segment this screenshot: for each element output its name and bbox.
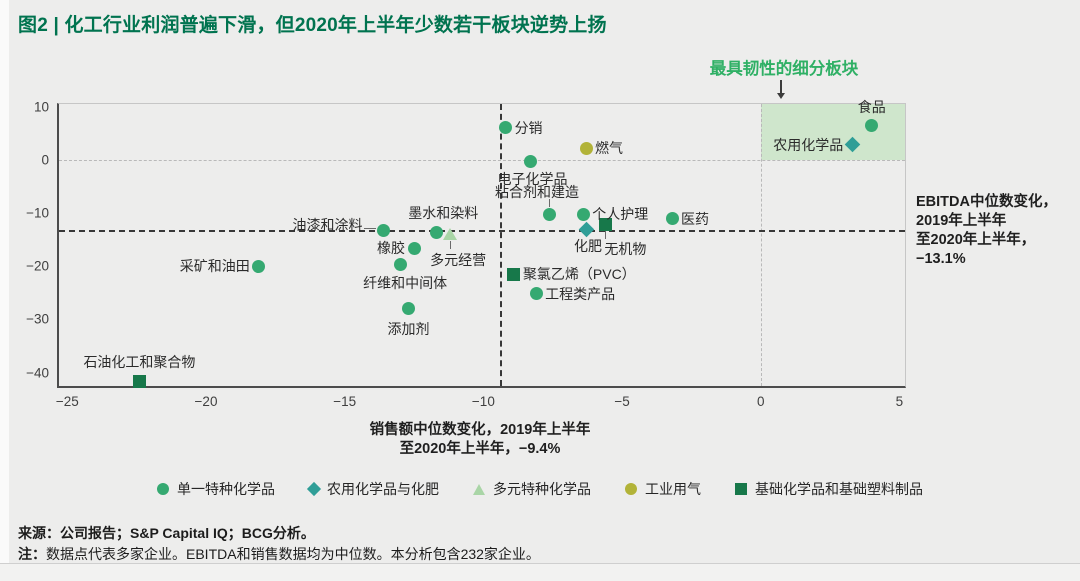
circle-marker-添加剂	[401, 302, 415, 316]
x-tick-label: −20	[194, 394, 218, 409]
data-point-label-电子化学品: 电子化学品	[497, 171, 568, 188]
circle-marker-食品	[865, 118, 879, 132]
y-axis-title-line1: EBITDA中位数变化，	[916, 194, 1057, 210]
diamond-legend-marker-icon	[306, 481, 322, 497]
resilient-segments-annotation: 最具韧性的细分板块	[709, 60, 859, 78]
data-point-label-油漆和涂料: 油漆和涂料	[292, 216, 363, 233]
square-legend-marker-icon	[735, 483, 747, 495]
legend-label: 工业用气	[645, 481, 701, 497]
data-point-label-多元经营: 多元经营	[430, 251, 487, 268]
scatter-plot: −25 −20 −15 −10 −5 0 5 10 0 −10 −20 −30 −40 食品分销电子化学品…	[26, 99, 906, 409]
circle-legend-marker-icon	[157, 483, 169, 495]
circle-marker-橡胶	[407, 241, 421, 255]
data-point-label-分销: 分销	[514, 119, 543, 136]
data-point-label-化肥: 化肥	[574, 238, 603, 255]
note-prefix: 注：	[18, 546, 46, 562]
label-connector	[549, 199, 551, 208]
note-line: 注：数据点代表多家企业。EBITDA和销售数据均为中位数。本分析包含232家企业…	[18, 544, 540, 564]
data-point-label-采矿和油田: 采矿和油田	[179, 258, 250, 275]
y-tick-label: −20	[26, 258, 49, 274]
square-marker-石油化工和聚合物	[132, 374, 146, 388]
x-tick-label: −15	[333, 394, 357, 409]
left-edge-strip	[0, 0, 9, 580]
x-tick-label: 0	[756, 394, 765, 409]
x-tick-label: 5	[895, 394, 904, 409]
legend-item: 工业用气	[625, 479, 701, 499]
data-point-label-医药: 医药	[681, 210, 709, 227]
legend-label: 单一特种化学品	[177, 481, 275, 497]
y-axis-title-line4: −13.1%	[916, 251, 966, 267]
y-tick-label: 10	[33, 99, 49, 115]
circle-legend-marker-icon	[625, 483, 637, 495]
bottom-edge-strip	[0, 563, 1080, 581]
y-axis-title-line2: 2019年上半年	[916, 213, 1007, 229]
note-text: 数据点代表多家企业。EBITDA和销售数据均为中位数。本分析包含232家企业。	[46, 546, 540, 562]
label-connector	[449, 240, 451, 249]
y-tick-label: −30	[26, 311, 49, 327]
x-axis-title: 销售额中位数变化，2019年上半年 至2020年上半年，−9.4%	[370, 421, 591, 459]
square-marker-聚氯乙烯（PVC）	[507, 267, 521, 281]
label-connector	[363, 227, 376, 229]
data-point-label-橡胶: 橡胶	[377, 240, 406, 257]
data-point-label-工程类产品: 工程类产品	[545, 285, 616, 302]
circle-marker-燃气	[579, 141, 593, 155]
zero-y-line	[59, 159, 905, 161]
triangle-marker-多元经营	[443, 227, 458, 240]
x-tick-label: −10	[471, 394, 495, 409]
circle-marker-粘合剂和建造	[543, 207, 557, 221]
label-connector	[604, 231, 606, 240]
source-line: 来源：公司报告；S&P Capital IQ；BCG分析。	[18, 525, 315, 541]
ebitda-median-line	[59, 229, 905, 232]
y-tick-label: −40	[26, 365, 49, 381]
circle-marker-纤维和中间体	[393, 257, 407, 271]
x-axis-title-line2: 至2020年上半年，−9.4%	[399, 441, 561, 457]
circle-marker-采矿和油田	[252, 259, 266, 273]
legend: 单一特种化学品 农用化学品与化肥 多元特种化学品 工业用气 基础化学品和基础塑料制品	[0, 479, 1080, 499]
y-tick-label: 0	[41, 152, 49, 168]
y-tick-label: −10	[26, 205, 49, 221]
sales-median-line	[500, 104, 503, 386]
circle-marker-油漆和涂料	[377, 224, 391, 238]
annotation-arrow-icon	[777, 80, 785, 99]
x-tick-label: −25	[55, 394, 79, 409]
data-point-label-无机物: 无机物	[604, 241, 647, 258]
legend-label: 农用化学品与化肥	[327, 481, 439, 497]
data-point-label-添加剂: 添加剂	[387, 320, 430, 337]
legend-item: 多元特种化学品	[473, 479, 591, 499]
legend-label: 基础化学品和基础塑料制品	[755, 481, 923, 497]
data-point-label-墨水和染料: 墨水和染料	[408, 205, 479, 222]
figure-title: 图2 | 化工行业利润普遍下滑，但2020年上半年少数若干板块逆势上扬	[18, 15, 607, 36]
circle-marker-工程类产品	[529, 287, 543, 301]
x-axis-title-line1: 销售额中位数变化，2019年上半年	[369, 422, 591, 438]
data-point-label-粘合剂和建造: 粘合剂和建造	[494, 184, 579, 201]
x-tick-label: −5	[614, 394, 630, 409]
data-point-label-燃气: 燃气	[595, 140, 624, 157]
data-point-label-纤维和中间体: 纤维和中间体	[363, 275, 448, 292]
square-marker-无机物	[598, 217, 612, 231]
data-point-label-食品: 食品	[857, 99, 886, 116]
circle-marker-医药	[665, 212, 679, 226]
zero-x-line	[760, 104, 762, 386]
legend-item: 农用化学品与化肥	[306, 479, 439, 499]
data-point-label-农用化学品: 农用化学品	[773, 136, 844, 153]
data-point-label-石油化工和聚合物: 石油化工和聚合物	[83, 354, 196, 371]
circle-marker-墨水和染料	[429, 225, 443, 239]
y-axis-title-line3: 至2020年上半年，	[916, 232, 1036, 248]
y-axis-title: EBITDA中位数变化， 2019年上半年 至2020年上半年， −13.1%	[916, 193, 1078, 269]
circle-marker-分销	[499, 121, 513, 135]
circle-marker-电子化学品	[524, 154, 538, 168]
triangle-legend-marker-icon	[473, 483, 485, 495]
circle-marker-个人护理	[576, 207, 590, 221]
legend-item: 单一特种化学品	[157, 479, 275, 499]
highlight-region	[760, 104, 905, 160]
legend-item: 基础化学品和基础塑料制品	[735, 479, 923, 499]
data-point-label-个人护理: 个人护理	[592, 206, 649, 223]
legend-label: 多元特种化学品	[493, 481, 591, 497]
data-point-label-聚氯乙烯（PVC）: 聚氯乙烯（PVC）	[522, 266, 636, 283]
